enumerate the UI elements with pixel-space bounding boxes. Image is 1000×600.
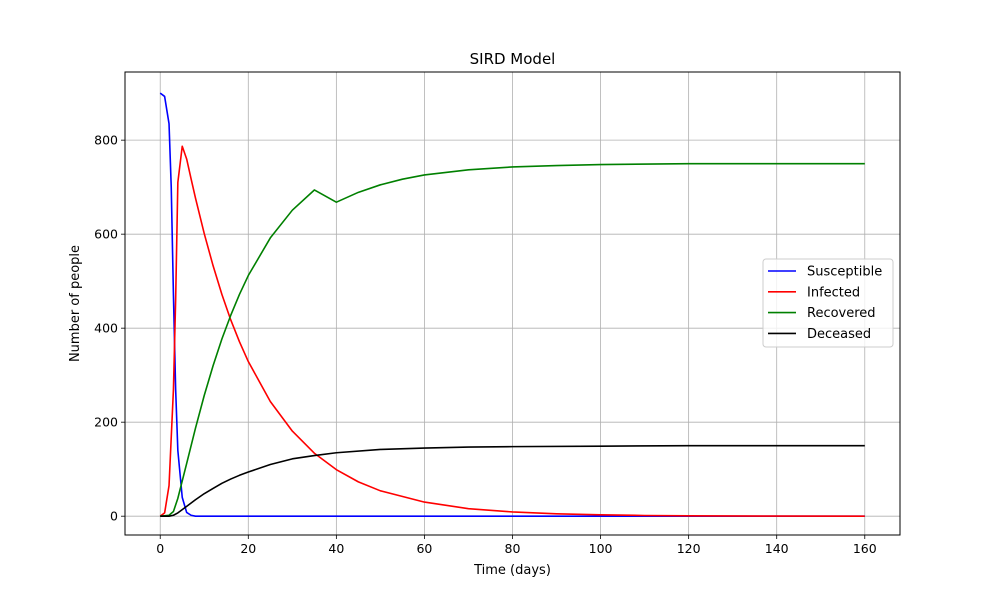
x-tick-label: 60 bbox=[416, 541, 432, 556]
axis-ticks: 0 20 40 60 80 100 120 140 160 0 200 400 600 800 bbox=[94, 133, 877, 556]
x-tick-label: 100 bbox=[589, 541, 613, 556]
x-tick-label: 80 bbox=[505, 541, 521, 556]
x-tick-label: 140 bbox=[765, 541, 789, 556]
legend-label: Susceptible bbox=[807, 265, 882, 280]
y-tick-label: 600 bbox=[94, 227, 118, 242]
legend: Susceptible Infected Recovered Deceased bbox=[762, 258, 894, 348]
y-tick-label: 800 bbox=[94, 133, 118, 148]
legend-box bbox=[762, 258, 894, 348]
series-line-recovered bbox=[160, 162, 865, 517]
series-line-deceased bbox=[160, 444, 865, 517]
legend-label: Deceased bbox=[807, 327, 871, 342]
y-axis-label: Number of people bbox=[68, 245, 83, 362]
x-tick-label: 120 bbox=[677, 541, 701, 556]
chart-title: SIRD Model bbox=[470, 50, 556, 68]
x-tick-label: 40 bbox=[328, 541, 344, 556]
x-axis-label: Time (days) bbox=[473, 563, 551, 578]
series-lines bbox=[159, 92, 865, 517]
x-tick-label: 160 bbox=[853, 541, 877, 556]
x-tick-label: 20 bbox=[240, 541, 256, 556]
legend-label: Recovered bbox=[807, 306, 876, 321]
y-tick-label: 400 bbox=[94, 321, 118, 336]
x-tick-label: 0 bbox=[156, 541, 164, 556]
y-tick-label: 0 bbox=[110, 509, 118, 524]
series-line-infected bbox=[159, 145, 865, 517]
series-line-susceptible bbox=[159, 92, 865, 517]
legend-label: Infected bbox=[807, 285, 860, 300]
y-tick-label: 200 bbox=[94, 415, 118, 430]
